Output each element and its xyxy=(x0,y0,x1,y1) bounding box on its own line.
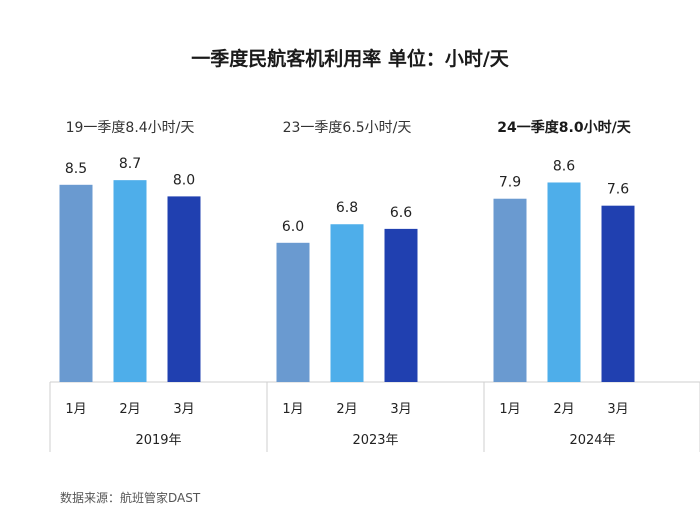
category-label: 1月 xyxy=(499,402,520,417)
data-label: 8.0 xyxy=(173,172,195,188)
subtitle-2019: 19一季度8.4小时/天 xyxy=(65,120,195,136)
category-label: 2月 xyxy=(336,402,357,417)
chart-title: 一季度民航客机利用率 单位：小时/天 xyxy=(191,48,509,70)
category-label: 1月 xyxy=(282,402,303,417)
bar xyxy=(330,224,364,382)
group-label: 2024年 xyxy=(569,433,615,448)
category-label: 3月 xyxy=(173,402,194,417)
data-label: 7.6 xyxy=(607,182,629,198)
category-label: 1月 xyxy=(65,402,86,417)
data-label: 8.5 xyxy=(65,161,87,177)
data-label: 6.8 xyxy=(336,200,358,216)
data-label: 8.7 xyxy=(119,156,141,172)
subtitle-2024: 24一季度8.0小时/天 xyxy=(497,120,631,136)
data-label: 7.9 xyxy=(499,175,521,191)
bar xyxy=(59,184,93,382)
group-label: 2019年 xyxy=(135,433,181,448)
bar xyxy=(167,196,201,382)
data-label: 6.6 xyxy=(390,205,412,221)
category-label: 2月 xyxy=(119,402,140,417)
bar xyxy=(113,180,147,382)
data-label: 6.0 xyxy=(282,219,304,235)
group-label: 2023年 xyxy=(352,433,398,448)
category-label: 3月 xyxy=(607,402,628,417)
source-note: 数据来源：航班管家DAST xyxy=(60,491,201,505)
subtitle-2023: 23一季度6.5小时/天 xyxy=(282,120,412,136)
bar xyxy=(493,198,527,382)
category-label: 3月 xyxy=(390,402,411,417)
bar xyxy=(384,228,418,382)
category-label: 2月 xyxy=(553,402,574,417)
bar xyxy=(601,205,635,382)
bar xyxy=(547,182,581,382)
data-label: 8.6 xyxy=(553,158,575,174)
bar xyxy=(276,242,310,382)
